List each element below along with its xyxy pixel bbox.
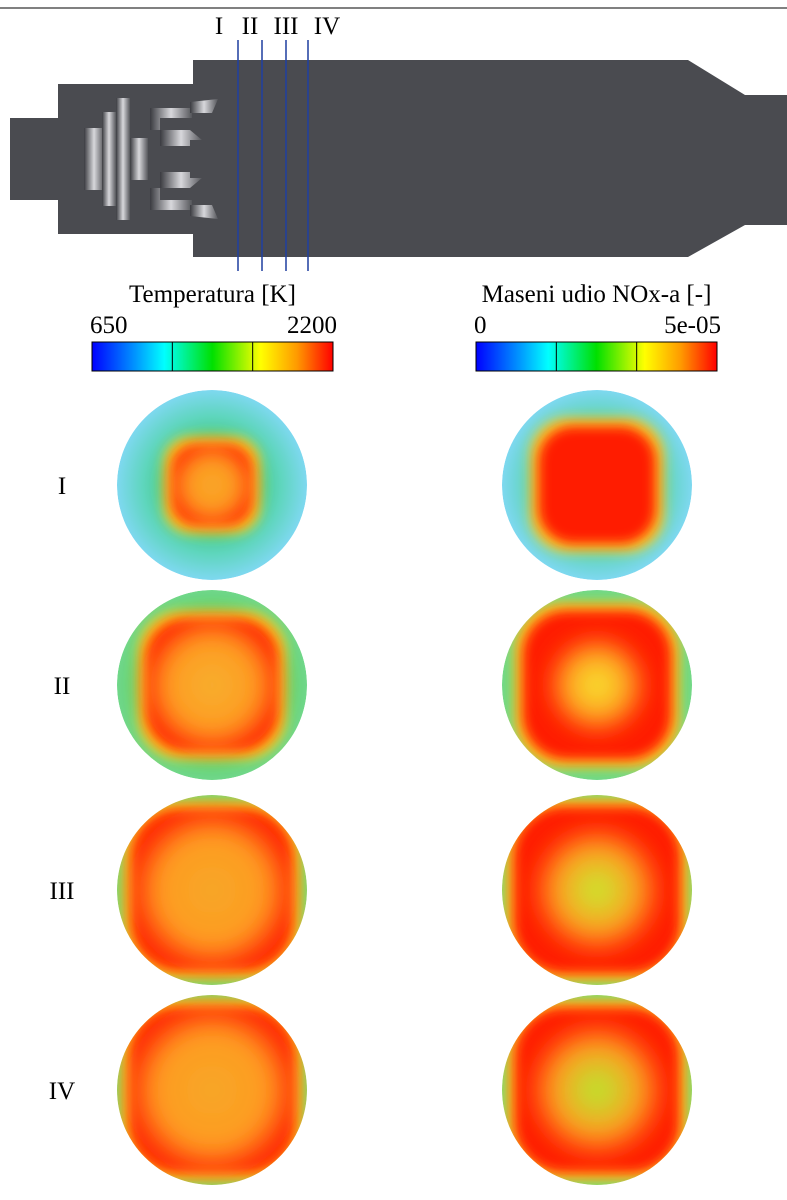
row-label: III [50,878,75,905]
contour-disc [502,390,692,580]
disc-core [120,798,304,982]
colorbar-max: 5e-05 [664,312,721,339]
disc-core [164,437,260,533]
row-label: IV [49,1078,75,1105]
colorbar-max: 2200 [287,312,337,339]
contour-disc [117,995,307,1185]
disc-core [525,818,669,962]
disc-core [541,629,653,741]
colorbar [475,341,718,372]
contour-disc [502,995,692,1185]
contour-disc [117,590,307,780]
row-label: II [54,673,71,700]
section-label: II [242,13,259,40]
section-label: IV [314,13,340,40]
contour-disc [502,795,692,985]
contour-disc [117,795,307,985]
disc-core [117,995,307,1185]
section-label: I [215,13,223,40]
disc-core [134,607,290,763]
row-label: I [58,473,66,500]
colorbar [91,341,334,372]
colorbar-min: 650 [90,312,128,339]
section-label: III [274,13,299,40]
disc-core [521,1014,673,1166]
contour-disc [502,590,692,780]
disc-hot [538,426,656,544]
contour-disc [117,390,307,580]
colorbar-min: 0 [474,312,487,339]
colorbar-title: Maseni udio NOx-a [-] [482,281,712,308]
combustor [10,60,787,257]
colorbar-title: Temperatura [K] [129,281,296,308]
